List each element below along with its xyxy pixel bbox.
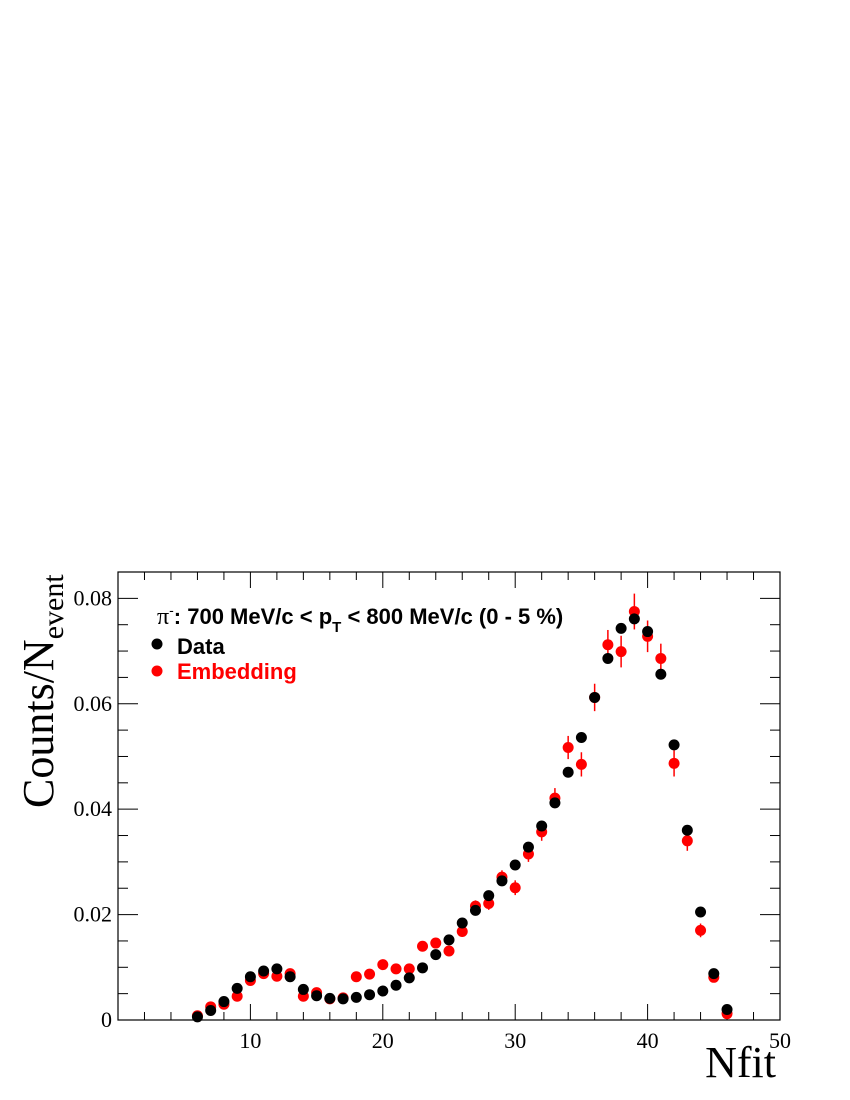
data-point (297, 983, 309, 995)
data-point (708, 968, 720, 980)
data-point (364, 989, 376, 1001)
data-point (721, 1003, 733, 1015)
data-point (311, 990, 323, 1002)
data-point (469, 904, 481, 916)
data-point (244, 971, 256, 983)
data-point (350, 991, 362, 1003)
title-charge: - (169, 602, 174, 618)
legend-marker-embedding (151, 665, 163, 677)
data-point (364, 968, 376, 980)
chart-title: π-: 700 MeV/c < pT < 800 MeV/c (0 - 5 %) (157, 602, 563, 636)
data-point (258, 965, 270, 977)
data-point (496, 875, 508, 887)
title-text-before-pt: : 700 MeV/c < p (174, 604, 332, 629)
y-tick-label: 0 (101, 1007, 112, 1032)
data-point (456, 925, 468, 937)
data-point (562, 766, 574, 778)
y-axis-label-subscript: event (37, 574, 70, 640)
data-point (668, 757, 680, 769)
data-point (377, 985, 389, 997)
data-point (522, 841, 534, 853)
data-point (509, 859, 521, 871)
series-embedding (191, 593, 733, 1022)
y-tick-label: 0.08 (74, 585, 113, 610)
data-point (284, 971, 296, 983)
data-point (536, 820, 548, 832)
legend-label-data: Data (177, 634, 225, 659)
x-tick-label: 30 (504, 1028, 526, 1053)
data-point (417, 940, 429, 952)
legend-label-embedding: Embedding (177, 659, 297, 684)
data-point (655, 652, 667, 664)
data-point (655, 668, 667, 680)
data-point (615, 646, 627, 658)
data-point (562, 742, 574, 754)
data-point (337, 993, 349, 1005)
data-point (390, 979, 402, 991)
plot-frame (117, 571, 781, 1021)
data-point (575, 731, 587, 743)
data-point (377, 959, 389, 971)
data-point (403, 963, 415, 975)
y-tick-label: 0.02 (74, 902, 113, 927)
tick-labels: 10 20 30 40 50 0 0.02 0.04 0.06 0.08 (74, 585, 792, 1053)
x-tick-label: 40 (637, 1028, 659, 1053)
data-point (695, 906, 707, 918)
data-point (417, 962, 429, 974)
data-point (483, 898, 495, 910)
data-point (350, 971, 362, 983)
y-tick-label: 0.06 (74, 691, 113, 716)
y-axis-label-base: Counts/N (14, 639, 63, 808)
x-tick-label: 10 (239, 1028, 261, 1053)
data-point (430, 949, 442, 961)
data-point (191, 1011, 203, 1023)
data-point (483, 890, 495, 902)
data-point (642, 626, 654, 638)
data-point (390, 963, 402, 975)
y-axis-label: Counts/Nevent (14, 574, 70, 808)
data-point (231, 982, 243, 994)
data-point (668, 739, 680, 751)
data-point (443, 945, 455, 957)
data-point (271, 963, 283, 975)
data-point (575, 758, 587, 770)
legend: Data Embedding (151, 634, 297, 684)
data-point (628, 613, 640, 625)
data-point (602, 639, 614, 651)
y-tick-label: 0.04 (74, 796, 113, 821)
data-point (443, 934, 455, 946)
data-point (615, 622, 627, 634)
data-markers (191, 593, 733, 1023)
data-point (509, 882, 521, 894)
data-point (324, 992, 336, 1004)
title-pt-subscript: T (332, 619, 341, 636)
series-data (191, 613, 733, 1023)
data-point (681, 824, 693, 836)
x-tick-label: 20 (372, 1028, 394, 1053)
data-point (549, 797, 561, 809)
axis-ticks (118, 571, 781, 1021)
data-point (695, 924, 707, 936)
data-point (456, 917, 468, 929)
data-point (681, 835, 693, 847)
title-text-after-pt: < 800 MeV/c (0 - 5 %) (341, 604, 563, 629)
legend-marker-data (151, 638, 163, 650)
x-tick-label: 50 (769, 1028, 791, 1053)
data-point (218, 996, 230, 1008)
x-axis-label: Nfit (705, 1038, 776, 1087)
data-point (430, 937, 442, 949)
data-point (589, 691, 601, 703)
data-point (231, 990, 243, 1002)
data-point (602, 652, 614, 664)
data-point (403, 972, 415, 984)
title-particle: π (157, 604, 169, 630)
data-point (205, 1005, 217, 1017)
